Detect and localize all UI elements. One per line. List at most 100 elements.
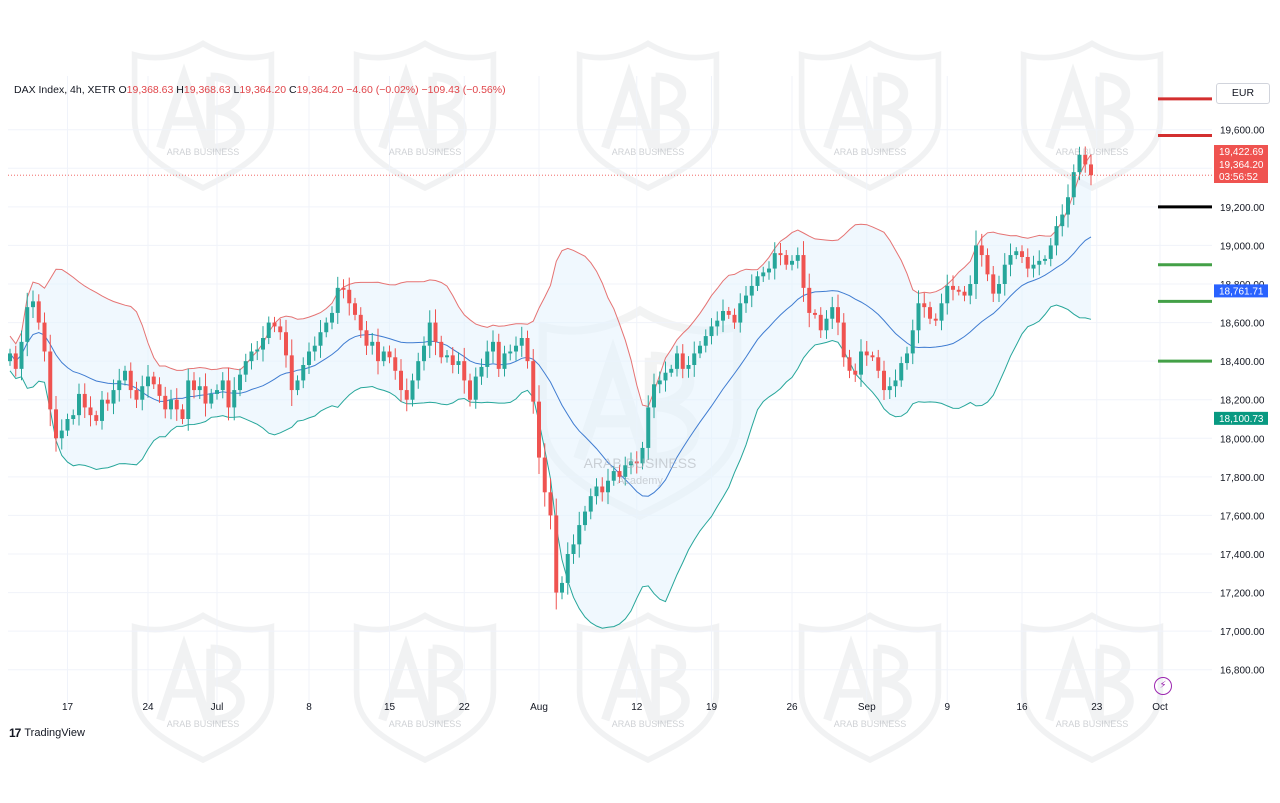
candle-body [71,415,76,419]
candle-body [496,341,501,369]
candle-body [65,419,70,431]
candle-body [1002,264,1007,284]
candle-body [266,322,271,338]
watermark-logo [353,612,497,764]
price-label-box [1214,284,1268,298]
candle-body [462,361,467,381]
watermark-shield-icon [1020,612,1164,764]
candle-body [916,303,921,331]
candle-body [801,255,806,288]
x-tick-label: 12 [631,702,643,713]
candle-body [548,492,553,516]
change2-value: −109.43 (−0.56%) [421,84,506,96]
candle-body [1089,164,1093,176]
candle-body [289,355,294,391]
open-value: 19,368.63 [126,84,174,96]
price-label-box [1214,145,1268,158]
close-value: 19,364.20 [296,84,344,96]
candle-body [910,330,915,354]
watermark-logo [131,612,275,764]
candle-body [588,496,593,512]
watermark-a-icon [601,63,657,150]
x-tick-label: 19 [706,702,718,713]
candle-body [180,409,185,419]
candle-body [767,268,771,273]
tv-logo-icon: 17 [9,726,21,740]
candle-body [318,332,323,346]
candle-body [330,312,334,323]
candle-body [640,447,645,464]
x-tick-label: 22 [459,702,471,713]
candle-body [721,311,725,321]
y-tick-label: 19,200.00 [1220,203,1265,214]
watermark-a-icon [156,635,212,722]
candle-body [715,320,720,327]
candle-body [479,366,484,377]
y-tick-label: 18,400.00 [1220,357,1265,368]
x-tick-label: 16 [1016,702,1028,713]
x-tick-label: Aug [530,702,548,713]
candle-body [117,380,122,391]
candle-body [1060,214,1065,227]
candle-body [818,314,823,331]
candle-body [100,399,104,421]
candle-body [1020,251,1024,257]
candle-body [864,351,869,356]
y-tick-label: 17,800.00 [1220,473,1265,484]
candle-body [473,376,478,400]
candle-body [979,245,984,256]
candle-body [617,471,622,477]
candle-body [537,401,541,458]
watermark-b-icon [428,644,467,725]
candle-body [174,399,179,410]
bollinger-band-fill [10,154,1091,629]
candle-body [847,357,852,371]
candle-body [232,390,237,408]
candle-body [54,409,58,439]
candle-body [744,295,748,304]
candle-body [238,374,242,391]
candle-body [358,314,363,331]
watermark-b-icon [1095,644,1134,725]
candle-body [42,322,47,352]
x-tick-label: 23 [1091,702,1103,713]
candle-body [128,370,133,391]
lightning-icon[interactable]: ⚡ [1154,677,1172,695]
candle-body [307,351,311,365]
candle-body [807,287,812,313]
candle-body [876,357,881,371]
candle-body [8,353,12,362]
candle-body [169,399,173,410]
candle-body [94,415,99,421]
candle-body [353,303,357,315]
candle-body [560,582,564,593]
price-label-box [1214,411,1268,425]
watermark-text: ARAB BUSINESS [389,147,462,157]
candle-body [468,380,472,400]
candle-body [514,345,518,352]
candle-body [761,272,766,277]
candle-body [519,338,524,346]
candle-body [646,407,651,448]
watermark-a-icon [156,63,212,150]
watermark-logo [576,612,720,764]
currency-button[interactable]: EUR [1216,83,1270,104]
tradingview-logo[interactable]: 17 TradingView [9,726,85,740]
y-tick-label: 18,000.00 [1220,434,1265,445]
symbol-title: DAX Index, 4h, XETR [14,84,116,96]
ohlc-legend: DAX Index, 4h, XETR O19,368.63 H19,368.6… [14,84,506,96]
candle-body [778,253,783,256]
bollinger-upper-band [9,154,1092,408]
candle-body [525,338,530,362]
candle-body [824,318,829,331]
candle-body [629,461,633,466]
x-tick-label: Oct [1152,702,1168,713]
watermark-a-icon [1045,635,1101,722]
watermark-shield-icon [576,612,720,764]
watermark-text-center-2: Academy [617,475,663,487]
y-tick-label: 17,200.00 [1220,589,1265,600]
candle-body [956,289,961,292]
candle-body [220,380,225,391]
candle-body [25,307,30,342]
